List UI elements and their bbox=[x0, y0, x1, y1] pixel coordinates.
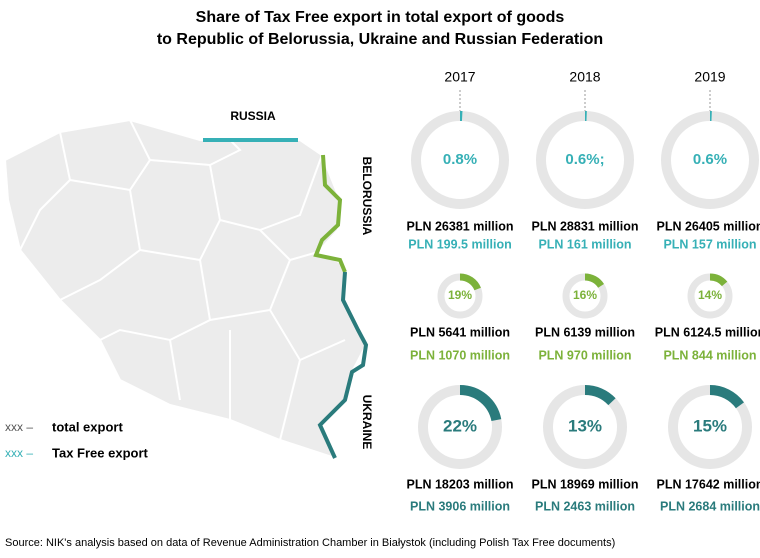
title: to Republic of Belorussia, Ukraine and R… bbox=[157, 31, 603, 48]
map-label: BELORUSSIA bbox=[360, 157, 374, 236]
source: Source: NIK's analysis based on data of … bbox=[5, 537, 615, 549]
tax-free-export: PLN 3906 million bbox=[410, 499, 510, 513]
tax-free-export: PLN 157 million bbox=[663, 237, 756, 251]
year-label: 2018 bbox=[569, 69, 600, 85]
title: Share of Tax Free export in total export… bbox=[196, 9, 565, 26]
donut-label: 14% bbox=[698, 288, 722, 302]
legend-marker: xxx – bbox=[5, 446, 33, 460]
tax-free-export: PLN 2684 million bbox=[660, 499, 760, 513]
donut-label: 19% bbox=[448, 288, 472, 302]
donut-label: 16% bbox=[573, 288, 597, 302]
total-export: PLN 28831 million bbox=[532, 219, 639, 233]
year-label: 2017 bbox=[444, 69, 475, 85]
donut-label: 22% bbox=[443, 416, 477, 435]
legend-label: total export bbox=[52, 419, 123, 434]
tax-free-export: PLN 970 million bbox=[538, 348, 631, 362]
donut-arc bbox=[710, 277, 725, 284]
year-label: 2019 bbox=[694, 69, 725, 85]
total-export: PLN 26381 million bbox=[407, 219, 514, 233]
map-label: UKRAINE bbox=[360, 395, 374, 450]
tax-free-export: PLN 1070 million bbox=[410, 348, 510, 362]
tax-free-export: PLN 844 million bbox=[663, 348, 756, 362]
tax-free-export: PLN 2463 million bbox=[535, 499, 635, 513]
donut-label: 0.6%; bbox=[565, 151, 604, 168]
donut-label: 0.6% bbox=[693, 151, 727, 168]
total-export: PLN 17642 million bbox=[657, 477, 760, 491]
donut-arc bbox=[585, 390, 612, 402]
map-label: RUSSIA bbox=[230, 109, 276, 123]
total-export: PLN 18969 million bbox=[532, 477, 639, 491]
total-export: PLN 6124.5 million bbox=[655, 325, 760, 339]
total-export: PLN 6139 million bbox=[535, 325, 635, 339]
legend-marker: xxx – bbox=[5, 420, 33, 434]
total-export: PLN 18203 million bbox=[407, 477, 514, 491]
donut-arc bbox=[585, 277, 601, 286]
donut-arc bbox=[710, 390, 740, 405]
tax-free-export: PLN 199.5 million bbox=[408, 237, 512, 251]
donut-label: 15% bbox=[693, 416, 727, 435]
total-export: PLN 26405 million bbox=[657, 219, 760, 233]
country-shape bbox=[5, 120, 366, 458]
tax-free-export: PLN 161 million bbox=[538, 237, 631, 251]
map: RUSSIA BELORUSSIA UKRAINE bbox=[5, 109, 374, 458]
donut-label: 0.8% bbox=[443, 151, 477, 168]
total-export: PLN 5641 million bbox=[410, 325, 510, 339]
donut-label: 13% bbox=[568, 416, 602, 435]
legend-label: Tax Free export bbox=[52, 445, 149, 460]
